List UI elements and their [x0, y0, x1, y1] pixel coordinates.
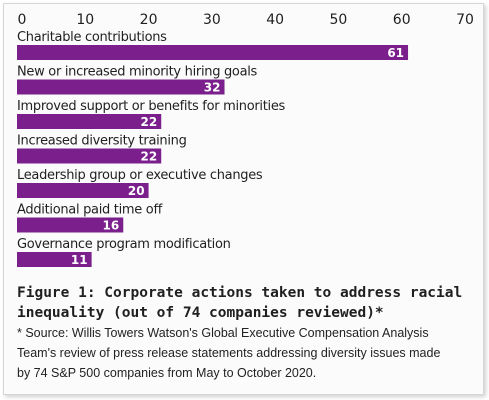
caption-line-1: Figure 1: Corporate actions taken to add…: [17, 285, 463, 301]
bar: [17, 79, 225, 95]
bar: [17, 252, 92, 267]
source-line-3: by 74 S&P 500 companies from May to Octo…: [17, 366, 317, 380]
x-tick-label: 30: [203, 12, 221, 28]
x-tick-label: 40: [266, 12, 284, 28]
x-tick-label: 0: [18, 12, 27, 28]
bar-chart: 0 10 20 30 40 50 60 70 Charitable contributions 6…: [17, 12, 474, 267]
x-tick-label: 50: [330, 12, 348, 28]
bar: [17, 148, 162, 164]
bar: [17, 217, 124, 233]
category-label: Improved support or benefits for minorit…: [17, 99, 286, 114]
bar-value-label: 16: [103, 219, 120, 233]
category-label: Charitable contributions: [17, 30, 167, 45]
x-tick-label: 20: [140, 12, 158, 28]
x-tick-label: 70: [456, 12, 474, 28]
bar: [17, 114, 162, 129]
caption-line-2: inequality (out of 74 companies reviewed…: [17, 305, 384, 321]
figure-caption: Figure 1: Corporate actions taken to add…: [17, 283, 477, 323]
category-label: Increased diversity training: [17, 134, 187, 149]
bar: [17, 183, 149, 198]
category-label: Leadership group or executive changes: [17, 168, 263, 183]
figure-frame: [3, 3, 484, 395]
bar: [17, 45, 409, 60]
bar-value-label: 11: [71, 253, 88, 267]
bar-value-label: 32: [204, 81, 221, 95]
bar-value-label: 22: [141, 150, 158, 164]
x-tick-label: 10: [76, 12, 94, 28]
bar-value-label: 61: [387, 46, 404, 60]
bar-value-label: 20: [128, 184, 145, 198]
source-line-2: Team's review of press release statement…: [17, 346, 441, 360]
category-label: Additional paid time off: [17, 203, 163, 218]
source-note: * Source: Willis Towers Watson's Global …: [17, 323, 479, 383]
category-label: Governance program modification: [17, 237, 231, 252]
source-line-1: * Source: Willis Towers Watson's Global …: [17, 326, 429, 340]
bar-value-label: 22: [141, 115, 158, 129]
x-tick-label: 60: [393, 12, 411, 28]
category-label: New or increased minority hiring goals: [17, 65, 258, 80]
